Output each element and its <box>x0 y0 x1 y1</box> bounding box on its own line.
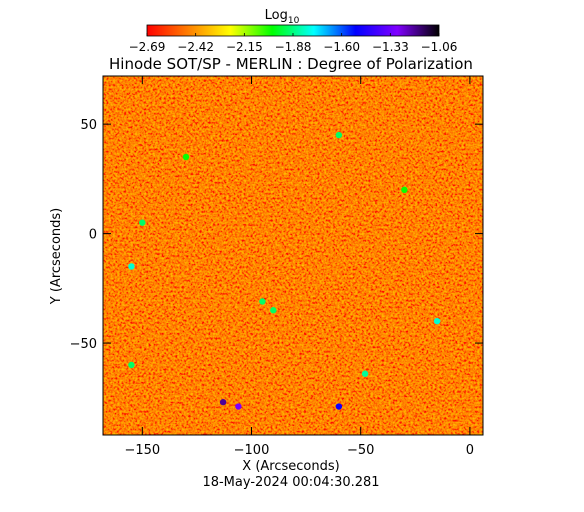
polarization-feature <box>335 131 343 139</box>
colorbar-tick-label: −1.33 <box>372 40 409 54</box>
polarization-feature <box>335 403 343 410</box>
polarization-feature <box>182 153 190 161</box>
x-tick-label: −150 <box>124 443 160 458</box>
colorbar-tick-label: −2.42 <box>177 40 214 54</box>
y-tick-label: 50 <box>80 118 97 133</box>
polarization-features <box>128 131 441 410</box>
chart-title: Hinode SOT/SP - MERLIN : Degree of Polar… <box>109 55 473 73</box>
y-axis-label: Y (Arcseconds) <box>49 208 64 305</box>
plot-frame <box>102 75 484 436</box>
polarization-map-texture <box>103 76 483 435</box>
colorbar-tick-label: −1.88 <box>275 40 312 54</box>
y-tick-label: −50 <box>70 337 97 352</box>
polarization-feature <box>433 317 441 325</box>
y-tick-label: 0 <box>89 228 97 243</box>
polarization-feature <box>128 263 135 270</box>
polarization-feature <box>139 219 146 226</box>
polarization-feature <box>361 370 369 377</box>
colorbar-tick-label: −2.15 <box>226 40 263 54</box>
polarization-feature <box>235 403 242 410</box>
axis-ticks: −150 −100 −50 0 −50 0 50 <box>70 76 483 458</box>
colorbar-ticks: −2.69 −2.42 −2.15 −1.88 −1.60 −1.33 −1.06 <box>129 33 458 54</box>
x-tick-label: −50 <box>347 443 374 458</box>
polarization-feature <box>219 398 227 406</box>
colorbar-tick-label: −1.60 <box>323 40 360 54</box>
colorbar-label-subscript: 10 <box>288 16 300 26</box>
polarization-feature <box>401 186 408 194</box>
polarization-feature <box>270 307 277 314</box>
timestamp: 18-May-2024 00:04:30.281 <box>202 475 379 490</box>
colorbar-tick-label: −1.06 <box>421 40 458 54</box>
polarization-feature <box>128 361 135 369</box>
x-axis-label: X (Arcseconds) <box>242 459 339 474</box>
colorbar-label: Log10 <box>265 8 300 26</box>
polarization-feature <box>259 298 266 305</box>
plot-area: −150 −100 −50 0 −50 0 50 <box>70 75 484 458</box>
x-tick-label: −100 <box>234 443 270 458</box>
x-tick-label: 0 <box>466 443 474 458</box>
colorbar-tick-label: −2.69 <box>129 40 166 54</box>
